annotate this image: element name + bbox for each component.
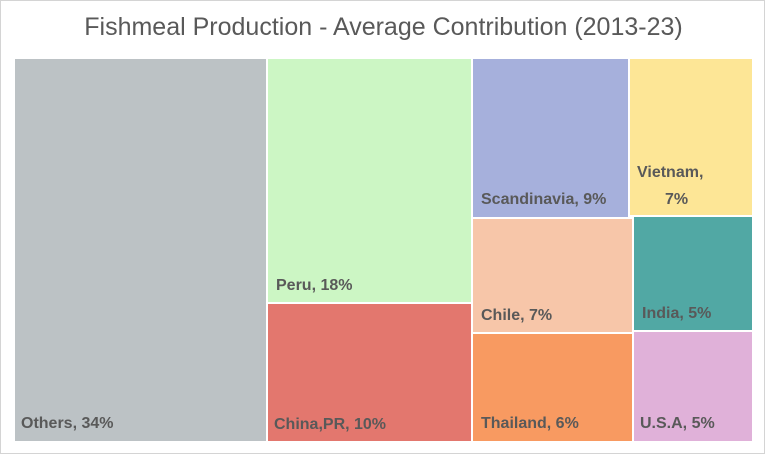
treemap-label-vietnam: Vietnam, [637, 164, 703, 181]
treemap-label-scandinavia: Scandinavia, 9% [481, 191, 606, 208]
chart-title: Fishmeal Production - Average Contributi… [84, 13, 683, 41]
treemap-tile-scandinavia [473, 59, 628, 217]
treemap-label-india: India, 5% [642, 305, 711, 322]
treemap-tile-thailand [473, 334, 632, 441]
treemap-label-others: Others, 34% [21, 415, 113, 432]
treemap-tile-china-pr [268, 304, 471, 441]
treemap-label-thailand: Thailand, 6% [481, 415, 579, 432]
treemap-label-china-pr: China,PR, 10% [274, 416, 386, 433]
treemap-tile-u-s-a [634, 332, 752, 441]
treemap-tile-vietnam [630, 59, 752, 215]
treemap-label-chile: Chile, 7% [481, 307, 552, 324]
treemap-tile-india [634, 217, 752, 330]
treemap-label-peru: Peru, 18% [276, 277, 352, 294]
treemap-tile-others [15, 59, 266, 441]
treemap-tile-chile [473, 219, 632, 332]
treemap-label-u-s-a: U.S.A, 5% [640, 415, 715, 432]
treemap-tile-peru [268, 59, 471, 302]
treemap-label-vietnam-value: 7% [665, 191, 688, 208]
